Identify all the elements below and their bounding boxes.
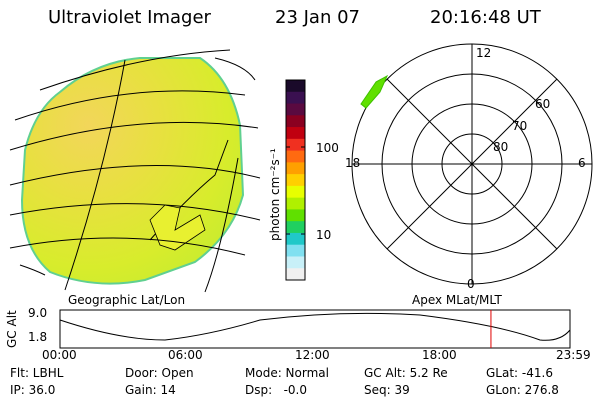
latitude-line (9, 237, 246, 256)
colorbar-segment (286, 244, 305, 257)
colorbar-segment (286, 127, 305, 140)
timeline-plot (59, 309, 571, 349)
colorbar-frame (285, 79, 306, 281)
info-glat: GLat: -41.6 (486, 366, 553, 380)
info-door: Door: Open (125, 366, 194, 380)
info-gain: Gain: 14 (125, 383, 176, 397)
geographic-image (9, 49, 261, 293)
altitude-curve (59, 312, 571, 341)
latitude-line (9, 203, 261, 221)
info-ip: IP: 36.0 (10, 383, 56, 397)
colorbar-segment (286, 185, 305, 199)
longitude-line (214, 57, 256, 81)
geo-caption: Geographic Lat/Lon (68, 293, 186, 307)
longitude-line (204, 157, 239, 293)
colorbar-segment (286, 197, 305, 210)
mlat-label-80: 80 (493, 140, 509, 154)
mlt-label-12: 12 (476, 46, 492, 60)
colorbar-segment (286, 138, 305, 152)
colorbar-ticks (286, 146, 305, 235)
timeline-ytick-9: 9.0 (28, 306, 48, 320)
timeline-xtick: 18:00 (422, 348, 457, 362)
mlt-label-18: 18 (345, 156, 361, 170)
timeline-frame (59, 309, 571, 349)
timeline-xtick: 12:00 (295, 348, 330, 362)
timeline-xtick: 06:00 (168, 348, 203, 362)
colorbar-unit-label: photon cm⁻²s⁻¹ (268, 148, 282, 241)
longitude-line (64, 59, 126, 291)
mlat-label-70: 70 (512, 119, 528, 133)
colorbar-segment (286, 91, 305, 105)
colorbar-segment (286, 162, 305, 175)
colorbar-segment (286, 80, 305, 93)
landmass-path (149, 204, 206, 251)
timeline-xtick: 23:59 (556, 348, 591, 362)
colorbar (285, 79, 306, 281)
colorbar-segment (286, 232, 305, 246)
info-gc-alt: GC Alt: 5.2 Re (364, 366, 448, 380)
info-dsp: Dsp: -0.0 (245, 383, 308, 397)
info-mode: Mode: Normal (245, 366, 329, 380)
polar-diagonal (386, 78, 558, 250)
colorbar-segment (286, 256, 305, 269)
info-glon: GLon: 276.8 (486, 383, 559, 397)
timeline-xtick: 00:00 (42, 348, 77, 362)
time-label: 20:16:48 UT (430, 7, 541, 28)
timeline-ytick-1.8: 1.8 (28, 330, 48, 344)
date-label: 23 Jan 07 (275, 7, 360, 28)
colorbar-segment (286, 174, 305, 187)
info-seq: Seq: 39 (364, 383, 410, 397)
polar-plot (351, 43, 593, 285)
aurora-patch (360, 74, 389, 109)
colorbar-segment (286, 103, 305, 116)
colorbar-segment (286, 221, 305, 234)
colorbar-tick-100: 100 (316, 141, 339, 155)
latitude-line (9, 121, 259, 151)
latitude-line (14, 90, 246, 121)
colorbar-segment (286, 150, 305, 163)
latitude-line (39, 49, 231, 91)
timeline-axis-label: GC Alt (5, 310, 19, 348)
info-filter: Flt: LBHL (10, 366, 64, 380)
colorbar-segment (286, 115, 305, 128)
colorbar-segment (286, 268, 305, 281)
longitude-line (19, 264, 46, 276)
colorbar-tick-10: 10 (316, 228, 332, 242)
colorbar-segment (286, 209, 305, 222)
latitude-line (9, 165, 261, 186)
mlt-label-0: 0 (467, 277, 475, 291)
polar-caption: Apex MLat/MLT (412, 293, 502, 307)
mlat-label-60: 60 (535, 97, 551, 111)
mlt-label-6: 6 (578, 156, 586, 170)
app-title: Ultraviolet Imager (48, 7, 211, 28)
